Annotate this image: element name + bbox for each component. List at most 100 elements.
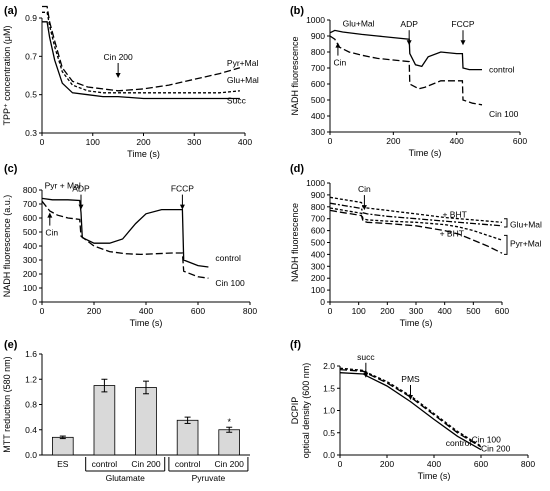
annotation-label: succ	[357, 352, 375, 362]
y-tick-label: 0.5	[25, 90, 37, 100]
y-tick-label: 1.5	[323, 383, 335, 393]
arrow-head	[361, 205, 367, 211]
x-tick-label: 100	[352, 306, 366, 316]
x-tick-label: 200	[380, 459, 394, 469]
annotation-label: FCCP	[171, 184, 194, 194]
y-tick-label: 400	[311, 111, 325, 121]
series-label: Cin 100	[472, 435, 502, 445]
series-line	[41, 200, 209, 279]
y-tick-label: 400	[23, 241, 37, 251]
y-tick-label: 1.6	[25, 349, 37, 359]
panel-label: (f)	[290, 339, 301, 351]
y-tick-label: 400	[311, 249, 325, 259]
arrow-head	[363, 372, 369, 378]
series-label: Succ	[227, 96, 247, 106]
y-tick-label: 1.2	[25, 374, 37, 384]
y-tick-label: 900	[311, 31, 325, 41]
category-label: ES	[57, 459, 69, 469]
series-label: Cin 100	[489, 109, 519, 119]
series-label: control	[446, 438, 472, 448]
panel-3: (c) 0 200 400 600 800 0 100 200 300 400 500 600 700 80…	[2, 163, 257, 328]
y-axis-label: TPP⁺ concentration (μM)	[2, 26, 12, 126]
series-label: control	[215, 253, 241, 263]
y-tick-label: 700	[311, 214, 325, 224]
panel-label: (c)	[4, 163, 18, 175]
y-tick-label: 300	[23, 255, 37, 265]
annotation-label: FCCP	[451, 19, 474, 29]
panel-5: (e) 0.0 0.4 0.8 1.2 1.6 ES control Cin 200 contro…	[2, 339, 250, 483]
category-label: control	[92, 459, 118, 469]
category-label: Cin 200	[131, 459, 161, 469]
series-bracket	[504, 234, 508, 255]
y-tick-label: 0.3	[25, 128, 37, 138]
arrow-head	[408, 395, 413, 401]
x-tick-label: 600	[474, 459, 488, 469]
y-tick-label: 1000	[306, 178, 325, 188]
series-label: Pyr+Mal	[227, 58, 259, 68]
x-tick-label: 500	[466, 306, 480, 316]
y-axis-label: NADH fluorescence (a.u.)	[2, 195, 12, 298]
arrow-head	[179, 204, 185, 210]
x-tick-label: 400	[450, 136, 464, 146]
annotation-label: PMS	[401, 374, 420, 384]
panel-1: (a) 0 100 200 300 400 0.3 0.5 0.7 0.9 Time (s) TPP⁺…	[2, 5, 259, 159]
series-line	[339, 367, 482, 447]
x-tick-label: 200	[136, 137, 150, 147]
x-tick-label: 100	[86, 137, 100, 147]
x-tick-label: 400	[427, 459, 441, 469]
series-line	[42, 21, 240, 100]
series-line	[42, 11, 240, 94]
series-line	[329, 207, 503, 241]
y-tick-label: 0.7	[25, 51, 37, 61]
panel-label: (d)	[290, 163, 304, 175]
bar	[52, 436, 74, 456]
x-tick-label: 200	[87, 306, 101, 316]
y-tick-label: 300	[311, 261, 325, 271]
y-tick-label: 100	[311, 285, 325, 295]
series-line	[42, 5, 241, 92]
x-tick-label: 200	[380, 306, 394, 316]
y-tick-label: 0.0	[323, 450, 335, 460]
y-tick-label: 600	[311, 226, 325, 236]
y-tick-label: 0.8	[25, 400, 37, 410]
series-label: Glu+Mal	[227, 75, 259, 85]
series-label: control	[489, 65, 515, 75]
y-tick-label: 500	[23, 227, 37, 237]
series-line	[329, 35, 483, 106]
x-tick-label: 600	[513, 136, 527, 146]
annotation-label: Glu+Mal	[343, 18, 375, 28]
y-tick-label: 0.4	[25, 425, 37, 435]
arrow-head	[406, 40, 412, 46]
series-line	[339, 368, 482, 448]
y-tick-label: 800	[311, 202, 325, 212]
arrow-head	[47, 212, 53, 218]
annotation-label: Cin	[45, 228, 58, 238]
x-tick-label: 300	[187, 137, 201, 147]
y-tick-label: 0.0	[25, 450, 37, 460]
y-tick-label: 700	[311, 63, 325, 73]
x-axis-label: Time (s)	[409, 148, 442, 158]
y-axis-label: MTT reduction (580 nm)	[2, 356, 12, 452]
annotation-label: ADP	[400, 19, 418, 29]
x-tick-label: 0	[338, 459, 343, 469]
y-tick-label: 600	[23, 213, 37, 223]
y-tick-label: 700	[23, 199, 37, 209]
y-tick-label: 900	[311, 190, 325, 200]
y-tick-label: 800	[311, 47, 325, 57]
x-tick-label: 400	[139, 306, 153, 316]
series-line	[329, 209, 503, 254]
annotation-label: + BHT	[440, 229, 464, 239]
y-tick-label: 1.0	[323, 406, 335, 416]
x-axis-label: Time (s)	[418, 471, 451, 481]
series-line	[329, 202, 503, 227]
bar	[93, 385, 116, 456]
y-tick-label: 0.9	[25, 13, 37, 23]
x-tick-label: 0	[328, 136, 333, 146]
x-tick-label: 400	[238, 137, 252, 147]
annotation-label: Cin	[358, 184, 371, 194]
x-tick-label: 800	[243, 306, 257, 316]
bar	[135, 387, 157, 456]
arrow-head	[460, 40, 466, 46]
y-tick-label: 200	[311, 273, 325, 283]
